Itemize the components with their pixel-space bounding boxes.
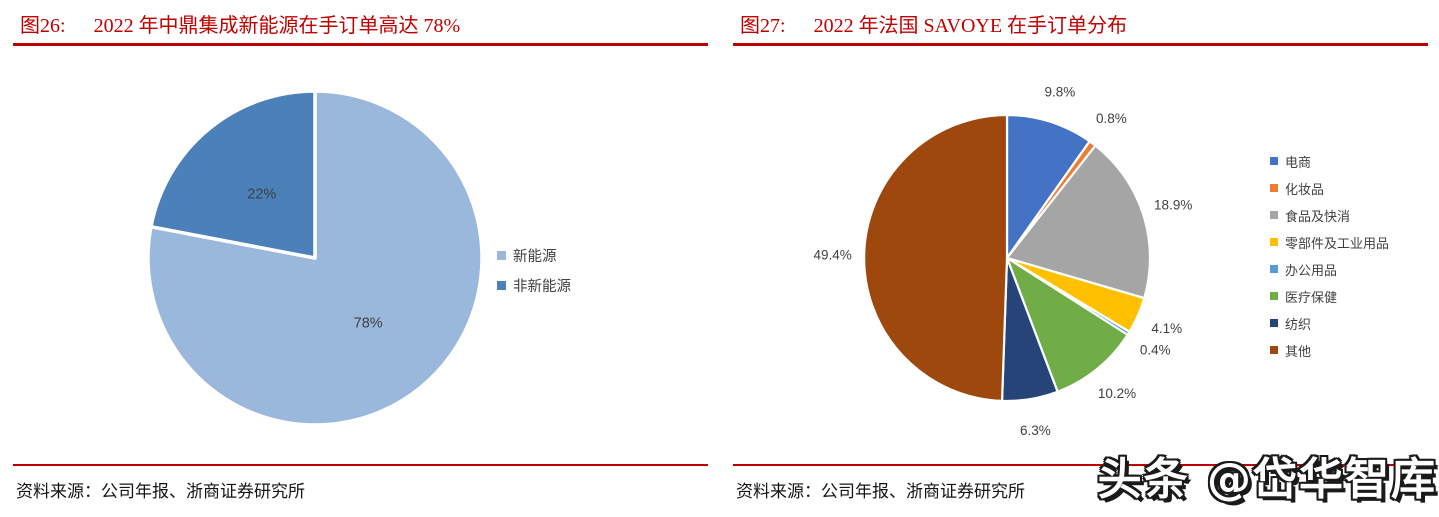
legend-label: 非新能源 bbox=[513, 278, 571, 295]
legend-item-纺织: 纺织 bbox=[1270, 314, 1389, 332]
chart-panel-right: 图27: 2022 年法国 SAVOYE 在手订单分布 9.8% 0.8% 18.9%… bbox=[733, 0, 1428, 517]
pie-slice-新能源 bbox=[146, 89, 484, 427]
legend-item-办公用品: 办公用品 bbox=[1270, 260, 1389, 278]
pie-chart-right: 9.8% 0.8% 18.9% 4.1% 0.4% 10.2% 6.3% 49.4% bbox=[813, 85, 1192, 438]
legend-label: 化妆品 bbox=[1285, 181, 1325, 197]
title-divider-right bbox=[733, 43, 1428, 46]
legend-label: 其他 bbox=[1285, 343, 1312, 359]
legend-label: 零部件及工业用品 bbox=[1285, 235, 1390, 251]
legend-label: 电商 bbox=[1285, 154, 1312, 170]
legend-label: 食品及快消 bbox=[1285, 208, 1351, 224]
pie-slice-电商 bbox=[1005, 113, 1091, 260]
pie-slice-其他 bbox=[863, 113, 1009, 403]
title-divider-left bbox=[13, 43, 708, 46]
figure-title-left: 2022 年中鼎集成新能源在手订单高达 78% bbox=[93, 15, 461, 37]
legend-swatch bbox=[1270, 319, 1278, 327]
pie-value-label-新能源: 78% bbox=[354, 315, 383, 331]
legend-item-医疗保健: 医疗保健 bbox=[1270, 287, 1389, 305]
legend-item-零部件及工业用品: 零部件及工业用品 bbox=[1270, 233, 1389, 251]
source-note-left: 资料来源：公司年报、浙商证券研究所 bbox=[16, 482, 305, 501]
legend-swatch bbox=[497, 280, 506, 290]
source-divider-left bbox=[13, 464, 708, 466]
legend-item-非新能源: 非新能源 bbox=[497, 276, 571, 295]
pie-value-label-电商: 9.8% bbox=[1045, 85, 1076, 100]
pie-value-label-非新能源: 22% bbox=[247, 187, 276, 203]
pie-value-label-其他: 49.4% bbox=[813, 248, 851, 263]
legend-label: 纺织 bbox=[1285, 316, 1312, 332]
chart-panel-left: 图26: 2022 年中鼎集成新能源在手订单高达 78% 78% 22% 新能源非新… bbox=[13, 0, 708, 517]
pie-slice-医疗保健 bbox=[1005, 256, 1129, 393]
legend-swatch bbox=[1270, 238, 1278, 246]
legend-swatch bbox=[1270, 265, 1278, 273]
chart-title-left: 图26: 2022 年中鼎集成新能源在手订单高达 78% bbox=[20, 9, 460, 38]
legend-swatch bbox=[1270, 157, 1278, 165]
legend-swatch bbox=[497, 250, 506, 260]
legend-swatch bbox=[1270, 346, 1278, 354]
legend-swatch bbox=[1270, 184, 1278, 192]
legend-item-电商: 电商 bbox=[1270, 152, 1389, 170]
source-divider-right bbox=[733, 464, 1428, 466]
pie-value-label-纺织: 6.3% bbox=[1020, 423, 1051, 438]
pie-value-label-办公用品: 0.4% bbox=[1140, 343, 1171, 358]
legend-item-其他: 其他 bbox=[1270, 341, 1389, 359]
figure-number-left: 图26: bbox=[20, 15, 66, 37]
pie-value-label-医疗保健: 10.2% bbox=[1098, 386, 1136, 401]
legend-left: 新能源 非新能源 bbox=[497, 246, 571, 306]
legend-swatch bbox=[1270, 292, 1278, 300]
pie-value-label-化妆品: 0.8% bbox=[1096, 111, 1127, 126]
source-note-right: 资料来源：公司年报、浙商证券研究所 bbox=[736, 482, 1025, 501]
figure-number-right: 图27: bbox=[740, 15, 786, 37]
legend-item-化妆品: 化妆品 bbox=[1270, 179, 1389, 197]
pie-slice-食品及快消 bbox=[1005, 144, 1152, 300]
pie-value-label-食品及快消: 18.9% bbox=[1154, 198, 1192, 213]
chart-title-right: 图27: 2022 年法国 SAVOYE 在手订单分布 bbox=[740, 9, 1127, 38]
pie-chart-left: 78% 22% bbox=[146, 89, 484, 427]
pie-value-label-零部件及工业用品: 4.1% bbox=[1151, 321, 1182, 336]
legend-label: 办公用品 bbox=[1285, 262, 1338, 278]
legend-right: 电商化妆品食品及快消零部件及工业用品 办公用品医疗保健纺织其他 bbox=[1270, 152, 1389, 368]
legend-label: 新能源 bbox=[513, 248, 557, 265]
watermark: 头条 @岱华智库 bbox=[1097, 454, 1437, 505]
legend-label: 医疗保健 bbox=[1285, 289, 1338, 305]
legend-item-食品及快消: 食品及快消 bbox=[1270, 206, 1389, 224]
figure-title-right: 2022 年法国 SAVOYE 在手订单分布 bbox=[813, 15, 1128, 37]
legend-item-新能源: 新能源 bbox=[497, 246, 571, 265]
pie-slice-非新能源 bbox=[149, 89, 317, 260]
legend-swatch bbox=[1270, 211, 1278, 219]
